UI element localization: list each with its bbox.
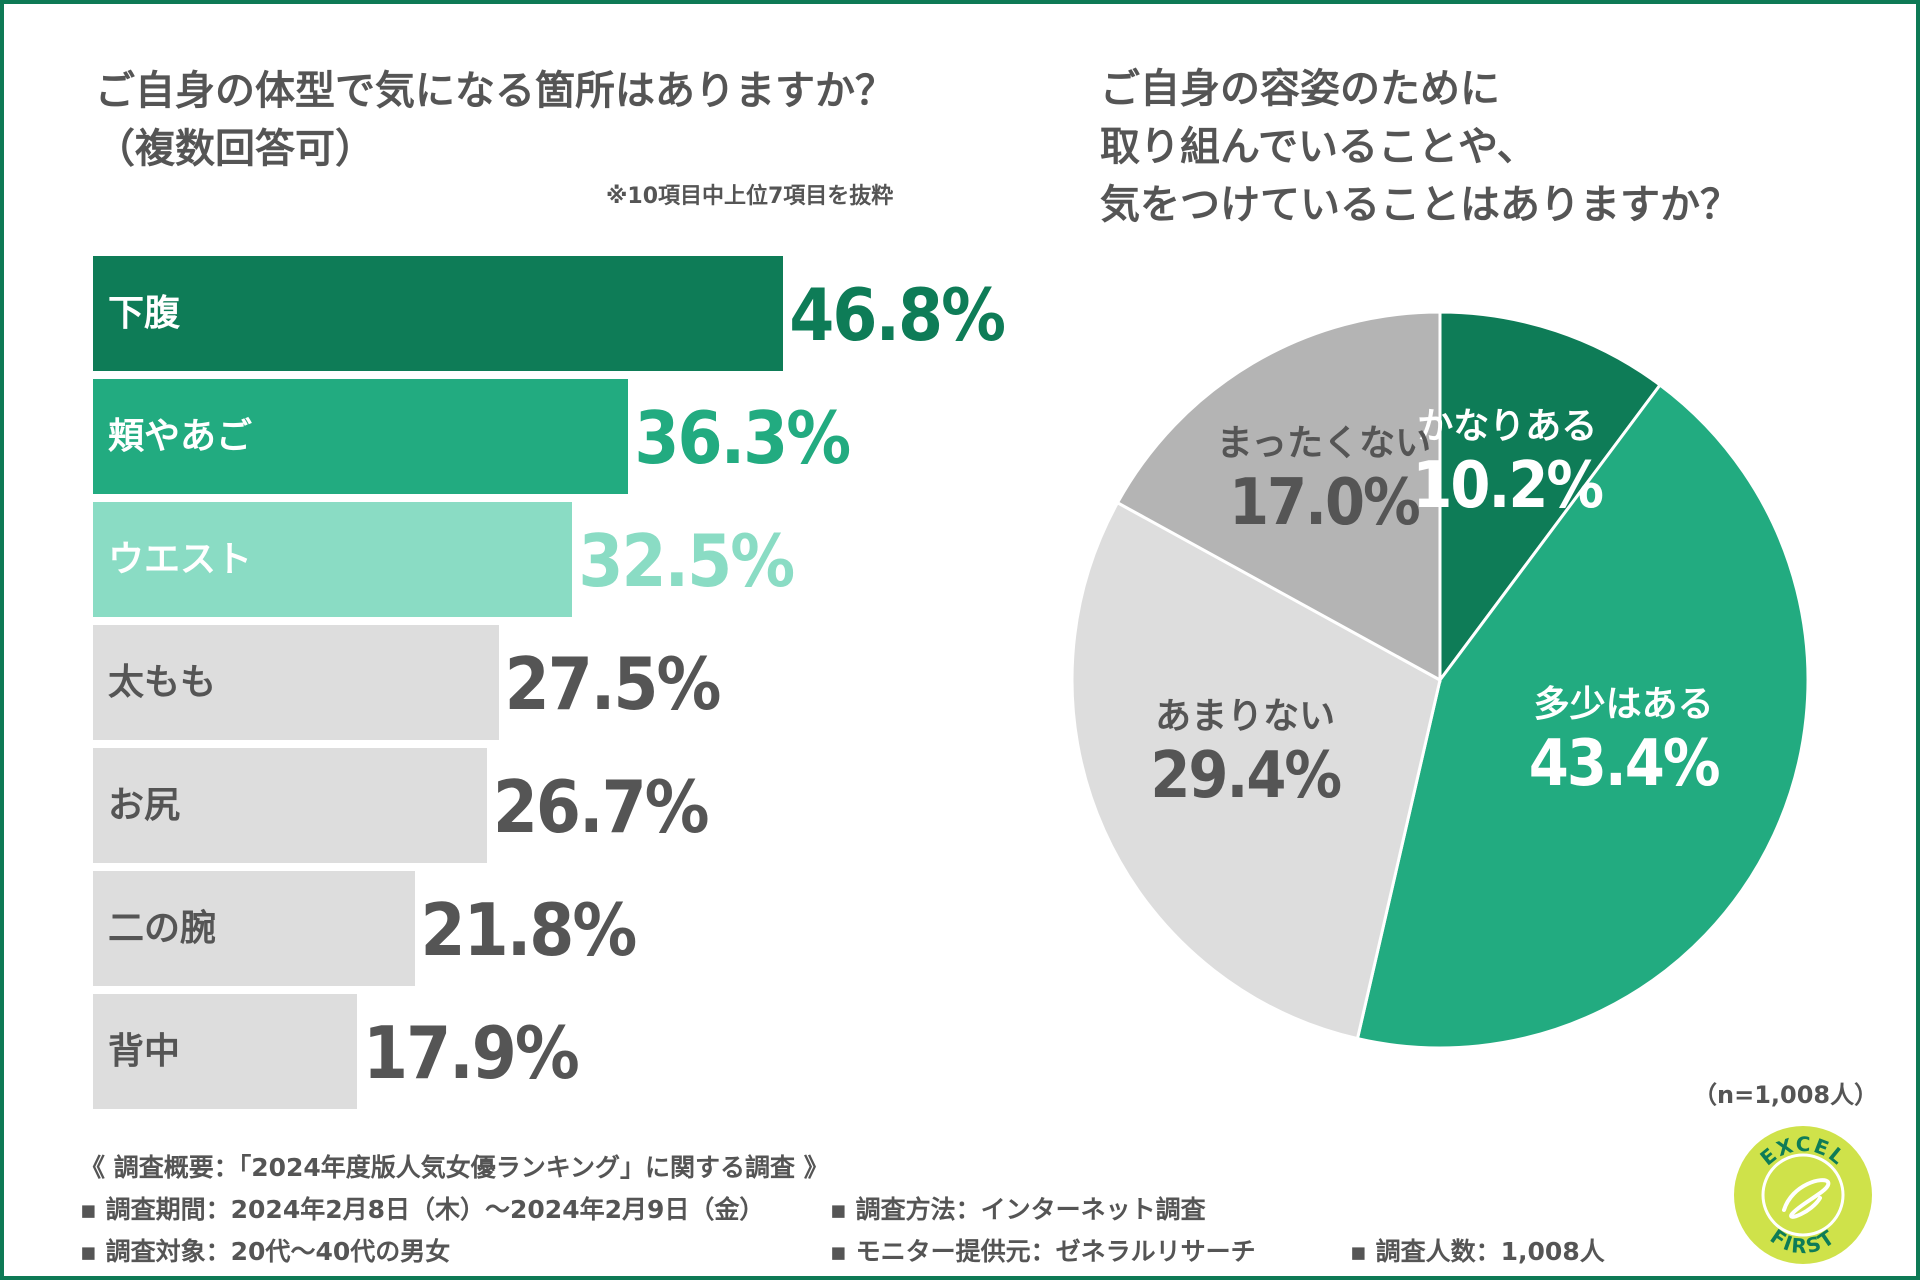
excel-first-logo: EXCEL FIRST	[1734, 1126, 1872, 1264]
sample-size: （n=1,008人）	[1693, 1081, 1879, 1109]
bar-category-label: ウエスト	[108, 539, 253, 580]
logo-circle	[1734, 1126, 1872, 1264]
bar	[93, 994, 358, 1109]
pie-chart-title-line1: ご自身の容姿のために	[1100, 66, 1500, 112]
bar-chart-title: ご自身の体型で気になる箇所はありますか？ （複数回答可）	[95, 62, 895, 178]
bar	[93, 748, 487, 863]
pie-slice-label: あまりない 29.4%	[1150, 687, 1342, 814]
survey-count: ▪ 調査人数：1,008人	[1350, 1237, 1605, 1266]
bar-value-label: 46.8%	[789, 273, 1006, 357]
bar-category-label: 二の腕	[108, 908, 217, 949]
pie-value-label: 43.4%	[1528, 727, 1721, 802]
bar-value-label: 26.7%	[492, 765, 710, 849]
pie-slice-label: まったくない 17.0%	[1217, 414, 1432, 540]
pie-chart-title-line3: 気をつけていることはありますか？	[1100, 182, 1740, 228]
bar-chart: 下腹 46.8% 頬やあご 36.3% ウエスト 32.5% 太もも 27.5% お尻 26.7%…	[0, 0, 1006, 1120]
bar-value-label: 36.3%	[634, 396, 851, 480]
pie-category-label: まったくない	[1216, 422, 1432, 464]
bar-chart-title-line1: ご自身の体型で気になる箇所はありますか？	[95, 68, 895, 114]
bar-value-label: 27.5%	[504, 642, 722, 726]
pie-slice	[1438, 310, 1663, 685]
bar	[93, 625, 499, 740]
pie-value-label: 17.0%	[1228, 465, 1421, 540]
bar-value-label: 32.5%	[578, 519, 795, 603]
bar-category-label: 下腹	[108, 293, 181, 334]
bar-value-label: 17.9%	[363, 1011, 580, 1095]
bar-category-label: 背中	[108, 1031, 181, 1072]
pie-value-label: 10.2%	[1412, 449, 1604, 524]
bar	[93, 502, 573, 617]
logo-leaf-icon	[1782, 1178, 1831, 1219]
bar-category-label: 頬やあご	[108, 416, 253, 457]
bar-chart-note: ※10項目中上位7項目を抜粋	[606, 184, 894, 209]
bar-category-label: お尻	[108, 785, 181, 826]
bar-chart-title-line2: （複数回答可）	[95, 126, 375, 172]
pie-chart-title: ご自身の容姿のために 取り組んでいることや、 気をつけていることはありますか？	[1100, 60, 1740, 234]
bar-category-label: 太もも	[108, 662, 217, 703]
pie-category-label: かなりある	[1417, 406, 1598, 448]
pie-slice-label: かなりある 10.2%	[1412, 397, 1604, 524]
survey-method: ▪ 調査方法：インターネット調査	[830, 1195, 1206, 1224]
pie-chart-title-line2: 取り組んでいることや、	[1100, 124, 1537, 170]
pie-slice-label: 多少はある 43.4%	[1528, 675, 1721, 802]
survey-provider: ▪ モニター提供元：ゼネラルリサーチ	[830, 1237, 1256, 1266]
bar	[93, 379, 629, 494]
pie-chart	[1070, 310, 1810, 1050]
bar-value-label: 21.8%	[420, 888, 638, 972]
survey-period: ▪ 調査期間：2024年2月8日（木）〜2024年2月9日（金）	[80, 1195, 765, 1224]
pie-slice	[1115, 310, 1442, 683]
pie-category-label: あまりない	[1155, 696, 1336, 738]
pie-value-label: 29.4%	[1150, 739, 1342, 814]
pie-category-label: 多少はある	[1533, 684, 1714, 726]
pie-slice	[1070, 500, 1442, 1041]
survey-target: ▪ 調査対象：20代〜40代の男女	[80, 1237, 451, 1266]
logo-inner-ring	[1761, 1153, 1845, 1237]
survey-heading: 《 調査概要：「2024年度版人気女優ランキング」に関する調査 》	[80, 1153, 829, 1182]
pie-slice	[1355, 382, 1810, 1050]
bar	[93, 256, 784, 371]
bar	[93, 871, 415, 986]
